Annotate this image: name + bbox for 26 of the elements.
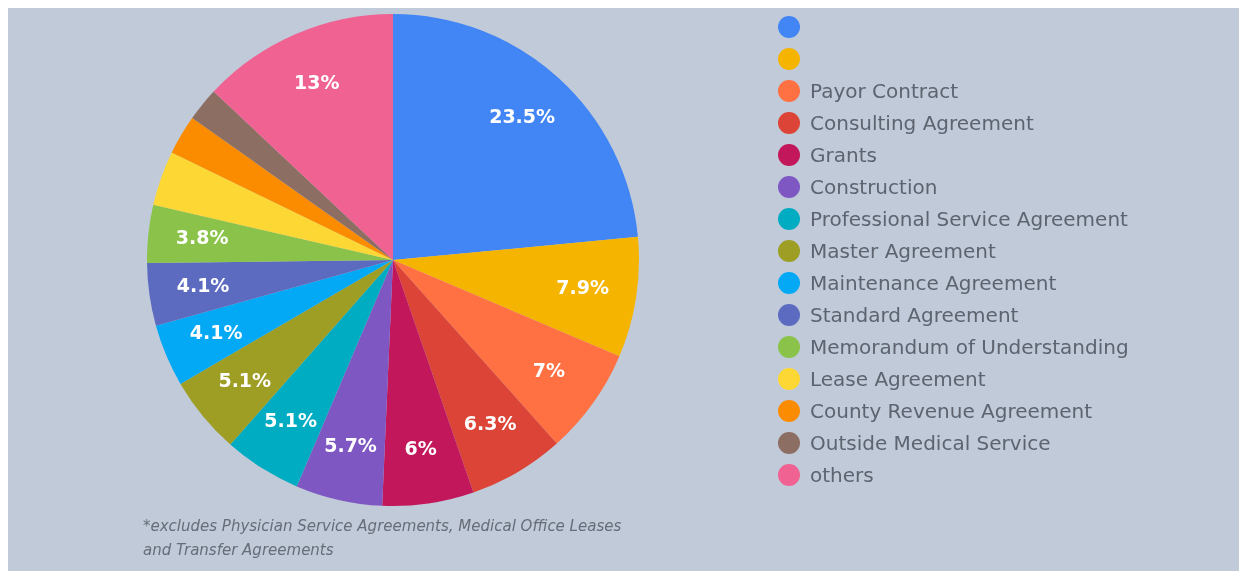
legend-label: Memorandum of Understanding xyxy=(810,334,1129,360)
legend-label: others xyxy=(810,462,874,488)
data-label: 3.8% xyxy=(175,226,229,249)
legend-label: Standard Agreement xyxy=(810,302,1019,328)
data-label: 5.1% xyxy=(218,368,272,391)
legend-label: Construction xyxy=(810,174,938,200)
data-label: 7% xyxy=(532,358,566,381)
data-label: 6.3% xyxy=(463,412,517,435)
legend-label: Lease Agreement xyxy=(810,366,986,392)
text: *excludes Physician Service Agreements, Medical Office Leases and Transfer Agreements xyxy=(143,516,623,561)
data-label: 5.7% xyxy=(324,434,377,457)
data-label: 6% xyxy=(404,436,437,459)
legend-label: Professional Service Agreement xyxy=(810,206,1128,232)
legend-label: Payor Contract xyxy=(810,78,959,104)
data-label: 7.9% xyxy=(556,276,609,299)
legend-label: County Revenue Agreement xyxy=(810,398,1093,424)
data-label: 4.1% xyxy=(176,273,230,296)
data-label: 4.1% xyxy=(189,321,243,344)
data-label: 5.1% xyxy=(264,409,318,432)
legend-label: Outside Medical Service xyxy=(810,430,1051,456)
data-label: 13% xyxy=(294,70,340,93)
data-label: 23.5% xyxy=(489,105,556,128)
legend-label: Grants xyxy=(810,142,877,168)
legend-label: Consulting Agreement xyxy=(810,110,1034,136)
legend-label: Master Agreement xyxy=(810,238,996,264)
legend-label: Maintenance Agreement xyxy=(810,270,1057,296)
